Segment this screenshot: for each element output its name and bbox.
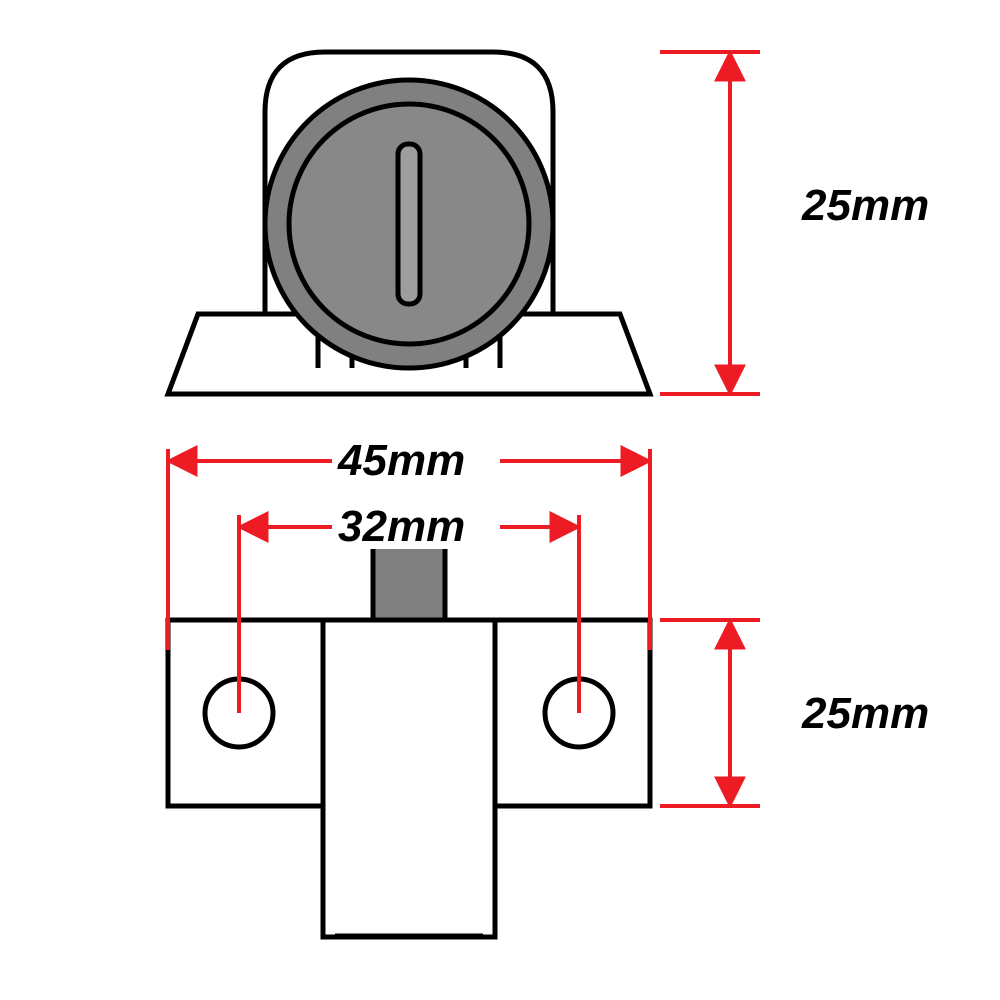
svg-text:25mm: 25mm (801, 181, 929, 230)
svg-text:32mm: 32mm (338, 502, 465, 551)
svg-text:45mm: 45mm (337, 436, 465, 485)
svg-text:25mm: 25mm (801, 689, 929, 738)
